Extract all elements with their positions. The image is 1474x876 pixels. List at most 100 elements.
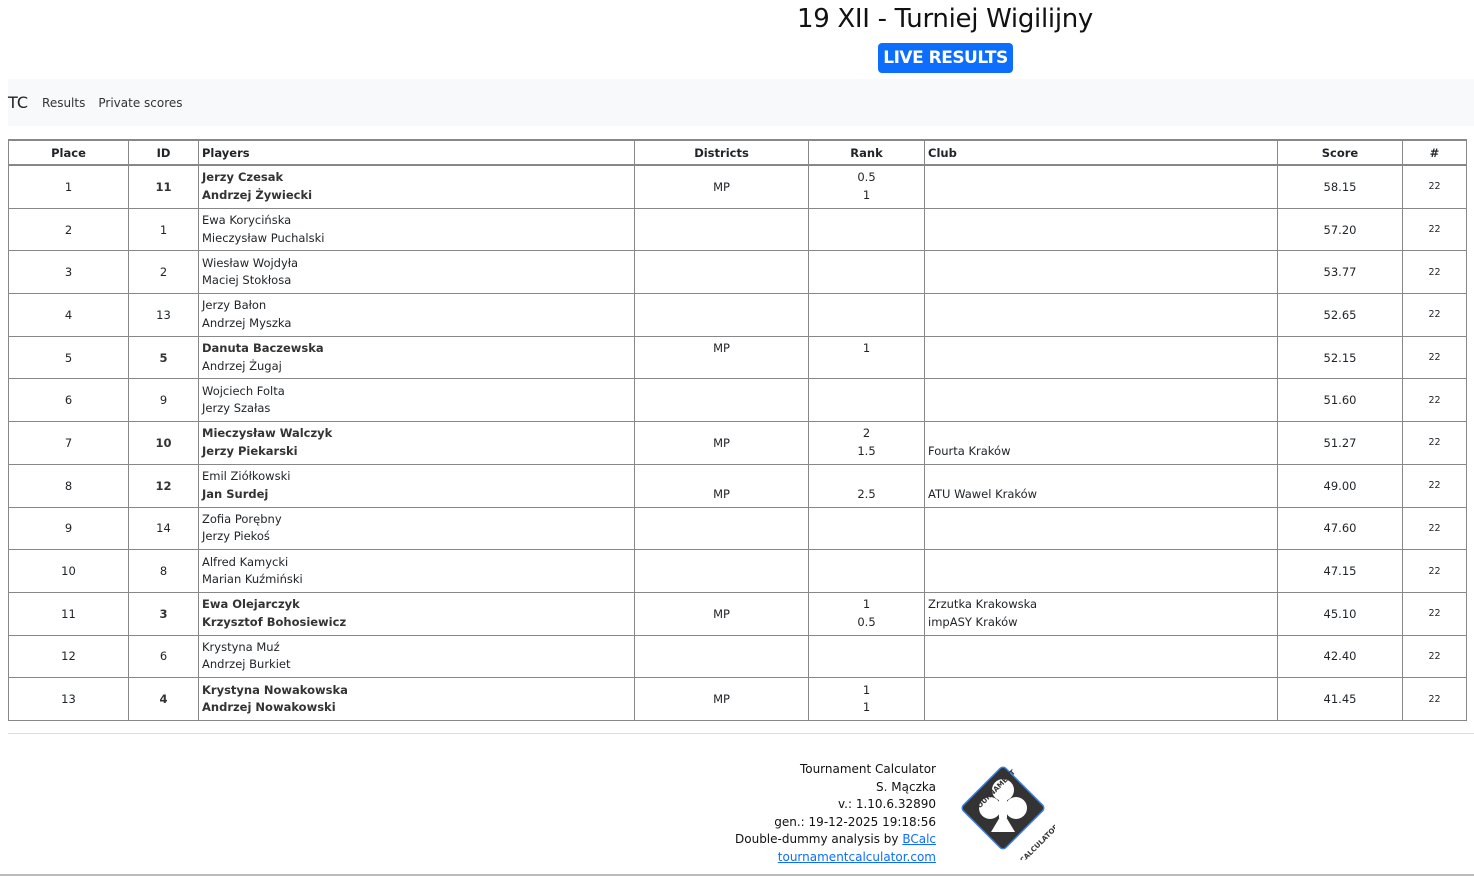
district: MP (713, 486, 730, 501)
table-row[interactable]: 11 3 Ewa Olejarczyk Krzysztof Bohosiewicz MP… (8, 591, 1467, 636)
rank-cell (808, 207, 925, 252)
club-cell (924, 549, 1278, 593)
boards-cell: 22 (1402, 677, 1467, 721)
player-name: Jerzy Czesak (202, 170, 284, 185)
table-row[interactable]: 9 14 Zofia Porębny Jerzy Piekoś 47.60 22 (8, 506, 1467, 551)
place-cell: 9 (8, 506, 129, 551)
table-row[interactable]: 2 1 Ewa Korycińska Mieczysław Puchalski 57.2… (8, 207, 1467, 252)
score-cell: 52.65 (1277, 293, 1403, 337)
club-cell (924, 378, 1278, 423)
players-cell: Jerzy Czesak Andrzej Żywiecki (198, 164, 635, 209)
player-name: Maciej Stokłosa (202, 273, 292, 288)
rank-cell: 1 (808, 335, 925, 380)
live-results-badge[interactable]: LIVE RESULTS (878, 43, 1013, 73)
player-name: Jerzy Bałon (202, 298, 267, 313)
player-name: Marian Kuźmiński (202, 572, 303, 587)
players-cell: Ewa Korycińska Mieczysław Puchalski (198, 207, 635, 252)
table-row[interactable]: 5 5 Danuta Baczewska Andrzej Żugaj MP 1 52.15 2… (8, 335, 1467, 380)
id-cell: 1 (128, 207, 199, 252)
column-header-id[interactable]: ID (128, 139, 199, 166)
players-cell: Wojciech Folta Jerzy Szałas (198, 378, 635, 423)
id-cell: 14 (128, 506, 199, 551)
divider (8, 733, 1474, 734)
table-row[interactable]: 10 8 Alfred Kamycki Marian Kuźmiński 47.15 22 (8, 549, 1467, 593)
rank: 1 (862, 341, 871, 356)
score-cell: 42.40 (1277, 634, 1403, 679)
table-row[interactable]: 13 4 Krystyna Nowakowska Andrzej Nowakowski… (8, 677, 1467, 721)
club-cell (924, 164, 1278, 209)
score-cell: 57.20 (1277, 207, 1403, 252)
districts-cell (634, 634, 809, 679)
score-cell: 52.15 (1277, 335, 1403, 380)
rank: 2 (862, 426, 871, 441)
table-row[interactable]: 7 10 Mieczysław Walczyk Jerzy Piekarski MP 2 1… (8, 421, 1467, 465)
boards-cell: 22 (1402, 634, 1467, 679)
club-cell (924, 207, 1278, 252)
column-header-score[interactable]: Score (1277, 139, 1403, 166)
players-cell: Krystyna Muź Andrzej Burkiet (198, 634, 635, 679)
boards-cell: 22 (1402, 335, 1467, 380)
table-row[interactable]: 12 6 Krystyna Muź Andrzej Burkiet 42.40 22 (8, 634, 1467, 679)
rank: 1.5 (857, 443, 876, 458)
column-header-club[interactable]: Club (924, 139, 1278, 166)
boards-cell: 22 (1402, 293, 1467, 337)
bottom-border (0, 874, 1474, 876)
site-link[interactable]: tournamentcalculator.com (777, 849, 936, 864)
place-cell: 7 (8, 421, 129, 465)
table-row[interactable]: 8 12 Emil Ziółkowski Jan Surdej MP 2.5 ATU Waw… (8, 463, 1467, 508)
column-header-districts[interactable]: Districts (634, 139, 809, 166)
nav-brand[interactable]: TC (8, 93, 29, 112)
districts-cell (634, 378, 809, 423)
column-header-players[interactable]: Players (198, 139, 635, 166)
players-cell: Danuta Baczewska Andrzej Żugaj (198, 335, 635, 380)
districts-cell: MP (634, 421, 809, 465)
column-header-boards[interactable]: # (1402, 139, 1467, 166)
club-cell (924, 335, 1278, 380)
footer-app-name: Tournament Calculator (799, 762, 936, 776)
table-row[interactable]: 6 9 Wojciech Folta Jerzy Szałas 51.60 22 (8, 378, 1467, 423)
districts-cell (634, 250, 809, 295)
column-header-rank[interactable]: Rank (808, 139, 925, 166)
place-cell: 10 (8, 549, 129, 593)
footer-generated: gen.: 19-12-2025 19:18:56 (774, 814, 936, 829)
column-header-place[interactable]: Place (8, 139, 129, 166)
id-cell: 12 (128, 463, 199, 508)
nav-link-results[interactable]: Results (42, 95, 86, 110)
table-row[interactable]: 4 13 Jerzy Bałon Andrzej Myszka 52.65 22 (8, 293, 1467, 337)
rank-cell (808, 378, 925, 423)
bcalc-link[interactable]: BCalc (902, 832, 936, 847)
player-name: Mieczysław Puchalski (202, 230, 325, 245)
club (928, 425, 1274, 443)
boards-cell: 22 (1402, 250, 1467, 295)
club: ATU Wawel Kraków (928, 486, 1038, 501)
club-cell (924, 677, 1278, 721)
player-name: Zofia Porębny (202, 511, 282, 526)
rank-cell (808, 506, 925, 551)
club (928, 468, 1274, 486)
place-cell: 13 (8, 677, 129, 721)
districts-cell (634, 506, 809, 551)
players-cell: Ewa Olejarczyk Krzysztof Bohosiewicz (198, 591, 635, 636)
nav-link-private-scores[interactable]: Private scores (98, 95, 183, 110)
footer-dd-text: Double-dummy analysis by (735, 832, 903, 847)
districts-cell: MP (634, 335, 809, 380)
score-cell: 41.45 (1277, 677, 1403, 721)
id-cell: 5 (128, 335, 199, 380)
player-name: Krystyna Muź (202, 639, 280, 654)
rank-cell: 2 1.5 (808, 421, 925, 465)
district: MP (713, 341, 730, 356)
rank (812, 468, 921, 486)
player-name: Andrzej Nowakowski (202, 700, 336, 715)
club-cell: ATU Wawel Kraków (924, 463, 1278, 508)
place-cell: 12 (8, 634, 129, 679)
score-cell: 47.60 (1277, 506, 1403, 551)
rank: 2.5 (857, 486, 876, 501)
id-cell: 2 (128, 250, 199, 295)
club-cell: Zrzutka Krakowska impASY Kraków (924, 591, 1278, 636)
table-row[interactable]: 1 11 Jerzy Czesak Andrzej Żywiecki MP 0.5 1 58.… (8, 164, 1467, 209)
id-cell: 11 (128, 164, 199, 209)
boards-cell: 22 (1402, 463, 1467, 508)
table-row[interactable]: 3 2 Wiesław Wojdyła Maciej Stokłosa 53.77 22 (8, 250, 1467, 295)
player-name: Wojciech Folta (202, 383, 285, 398)
